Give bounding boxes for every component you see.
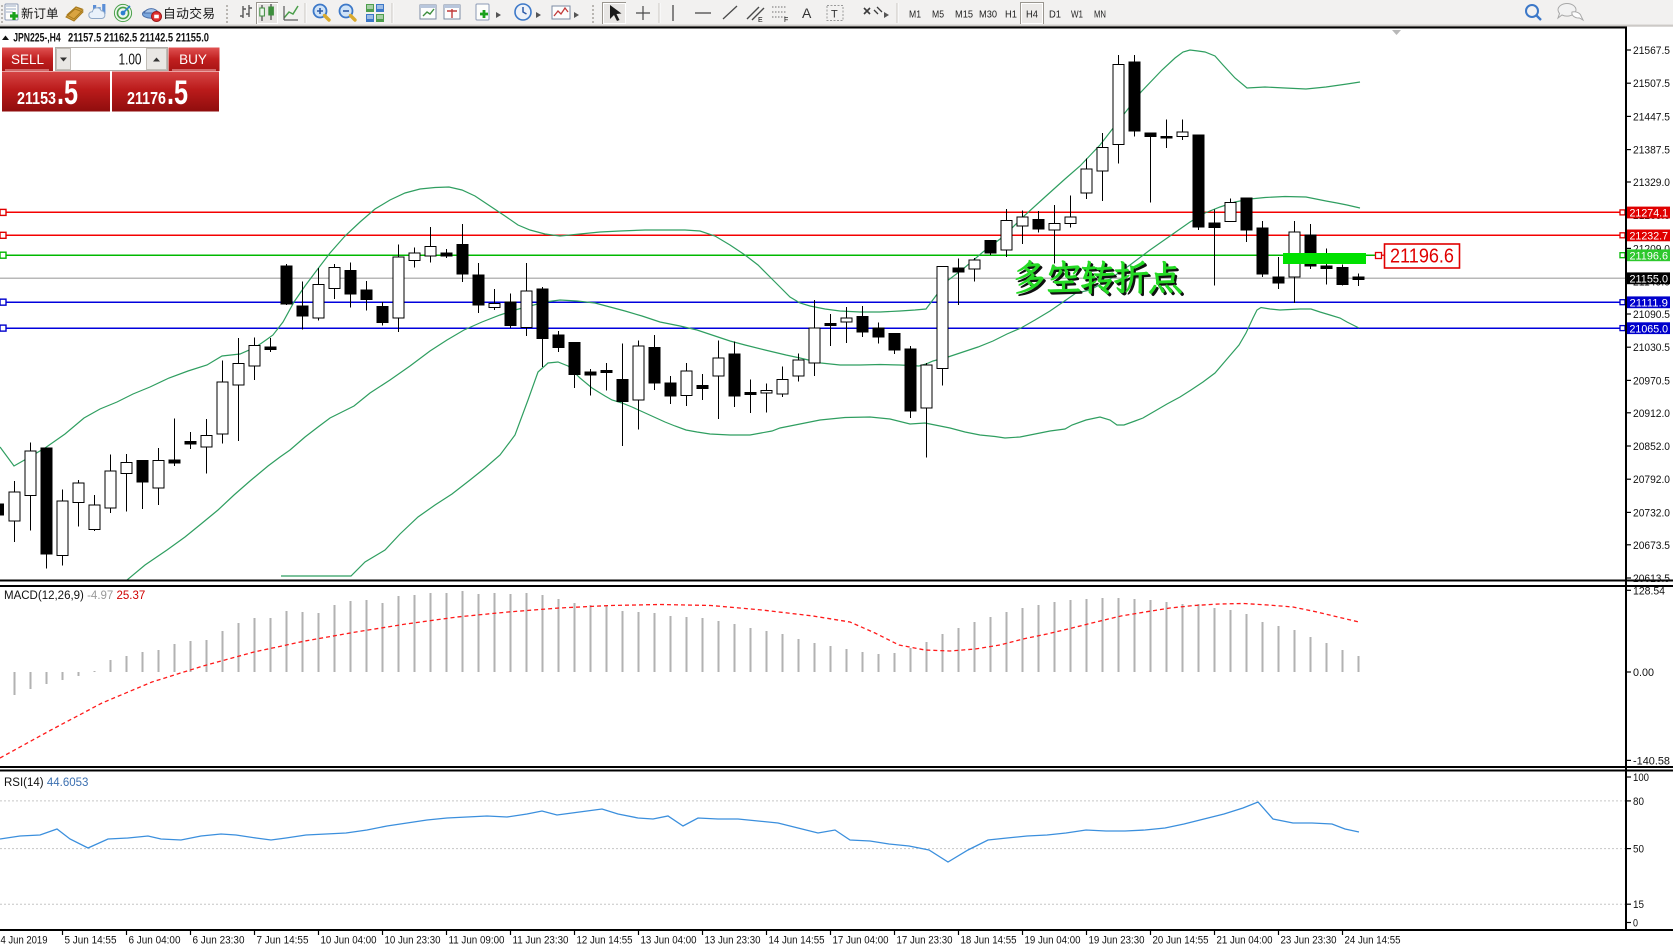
svg-text:14 Jun 14:55: 14 Jun 14:55 — [769, 935, 825, 947]
svg-text:21274.1: 21274.1 — [1630, 208, 1669, 220]
svg-text:15: 15 — [1633, 899, 1644, 911]
svg-text:12 Jun 14:55: 12 Jun 14:55 — [577, 935, 633, 947]
svg-text:21090.5: 21090.5 — [1633, 309, 1670, 321]
svg-text:20970.5: 20970.5 — [1633, 375, 1670, 387]
svg-text:21155.0: 21155.0 — [1630, 273, 1669, 285]
svg-text:21387.5: 21387.5 — [1633, 145, 1670, 157]
svg-text:13 Jun 04:00: 13 Jun 04:00 — [641, 935, 697, 947]
svg-text:1.00: 1.00 — [119, 52, 142, 69]
svg-text:JPN225-,H4: JPN225-,H4 — [13, 33, 61, 45]
svg-text:H4: H4 — [1026, 9, 1038, 21]
svg-text:M1: M1 — [909, 9, 921, 21]
svg-text:11 Jun 09:00: 11 Jun 09:00 — [449, 935, 505, 947]
svg-text:MN: MN — [1094, 9, 1106, 21]
svg-text:MACD(12,26,9) -4.97 25.37: MACD(12,26,9) -4.97 25.37 — [4, 590, 145, 602]
svg-text:20852.0: 20852.0 — [1633, 441, 1670, 453]
svg-text:21030.5: 21030.5 — [1633, 342, 1670, 354]
svg-text:24 Jun 14:55: 24 Jun 14:55 — [1345, 935, 1401, 947]
svg-text:A: A — [802, 5, 812, 21]
svg-text:20673.5: 20673.5 — [1633, 540, 1670, 552]
svg-text:.5: .5 — [57, 74, 78, 112]
svg-text:20 Jun 14:55: 20 Jun 14:55 — [1153, 935, 1209, 947]
svg-text:D1: D1 — [1049, 9, 1061, 21]
svg-text:18 Jun 14:55: 18 Jun 14:55 — [961, 935, 1017, 947]
svg-text:0.00: 0.00 — [1633, 667, 1654, 679]
svg-text:H1: H1 — [1005, 9, 1017, 21]
svg-text:21065.0: 21065.0 — [1630, 323, 1669, 335]
svg-text:21447.5: 21447.5 — [1633, 111, 1670, 123]
svg-text:13 Jun 23:30: 13 Jun 23:30 — [705, 935, 761, 947]
svg-text:10 Jun 04:00: 10 Jun 04:00 — [321, 935, 377, 947]
svg-text:7 Jun 14:55: 7 Jun 14:55 — [257, 935, 309, 947]
svg-text:T: T — [831, 9, 838, 21]
svg-text:W1: W1 — [1071, 9, 1083, 21]
svg-text:21157.5 21162.5 21142.5 21155.: 21157.5 21162.5 21142.5 21155.0 — [68, 33, 209, 45]
svg-text:10 Jun 23:30: 10 Jun 23:30 — [385, 935, 441, 947]
svg-text:0: 0 — [1633, 918, 1638, 930]
svg-text:21507.5: 21507.5 — [1633, 78, 1670, 90]
svg-text:21176: 21176 — [127, 88, 166, 108]
svg-text:5 Jun 14:55: 5 Jun 14:55 — [65, 935, 117, 947]
svg-text:M15: M15 — [955, 9, 973, 21]
svg-text:4 Jun 2019: 4 Jun 2019 — [1, 935, 48, 947]
svg-text:RSI(14) 44.6053: RSI(14) 44.6053 — [4, 777, 88, 789]
svg-text:23 Jun 23:30: 23 Jun 23:30 — [1281, 935, 1337, 947]
svg-text:128.54: 128.54 — [1633, 585, 1665, 597]
svg-text:50: 50 — [1633, 844, 1644, 856]
svg-text:M5: M5 — [932, 9, 944, 21]
svg-text:20732.0: 20732.0 — [1633, 507, 1670, 519]
svg-text:20792.0: 20792.0 — [1633, 474, 1670, 486]
svg-text:M30: M30 — [979, 9, 997, 21]
svg-text:20613.5: 20613.5 — [1633, 573, 1670, 585]
svg-text:.5: .5 — [167, 74, 188, 112]
svg-text:11 Jun 23:30: 11 Jun 23:30 — [513, 935, 569, 947]
svg-text:21196.6: 21196.6 — [1630, 250, 1669, 262]
svg-text:17 Jun 23:30: 17 Jun 23:30 — [897, 935, 953, 947]
svg-text:100: 100 — [1633, 772, 1649, 784]
svg-text:-140.58: -140.58 — [1633, 755, 1670, 767]
svg-text:BUY: BUY — [179, 52, 207, 67]
svg-text:19 Jun 23:30: 19 Jun 23:30 — [1089, 935, 1145, 947]
svg-text:F: F — [784, 17, 788, 24]
svg-text:21 Jun 04:00: 21 Jun 04:00 — [1217, 935, 1273, 947]
svg-text:21329.0: 21329.0 — [1633, 177, 1670, 189]
svg-text:21232.7: 21232.7 — [1630, 231, 1669, 243]
svg-text:21111.9: 21111.9 — [1630, 297, 1669, 309]
svg-text:SELL: SELL — [11, 52, 45, 67]
svg-text:6 Jun 04:00: 6 Jun 04:00 — [129, 935, 181, 947]
svg-text:17 Jun 04:00: 17 Jun 04:00 — [833, 935, 889, 947]
svg-text:21196.6: 21196.6 — [1390, 245, 1454, 268]
svg-text:E: E — [758, 17, 763, 24]
svg-text:6 Jun 23:30: 6 Jun 23:30 — [193, 935, 245, 947]
svg-text:21567.5: 21567.5 — [1633, 45, 1670, 57]
svg-text:20912.0: 20912.0 — [1633, 408, 1670, 420]
svg-text:21153: 21153 — [17, 88, 56, 108]
svg-text:80: 80 — [1633, 796, 1644, 808]
svg-text:19 Jun 04:00: 19 Jun 04:00 — [1025, 935, 1081, 947]
